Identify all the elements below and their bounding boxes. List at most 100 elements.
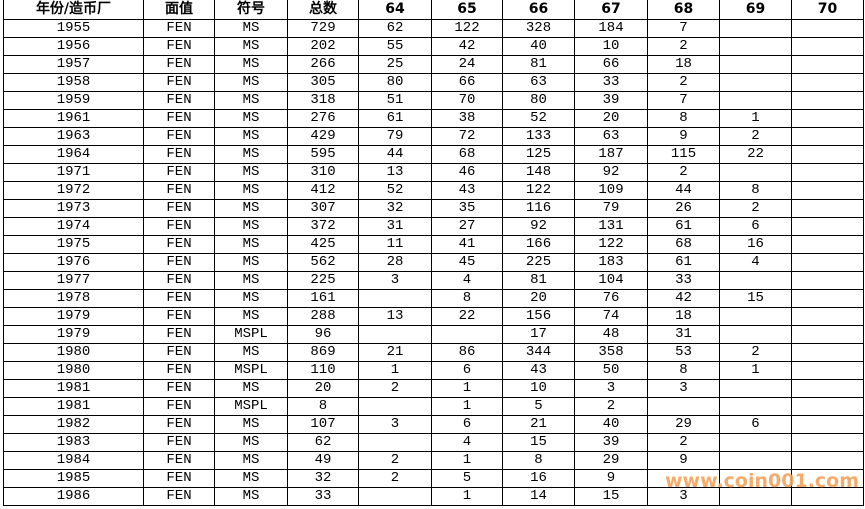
table-cell[interactable]: FEN xyxy=(143,289,215,308)
table-cell[interactable]: FEN xyxy=(143,253,215,272)
table-cell[interactable]: MS xyxy=(214,433,288,452)
table-cell[interactable]: MS xyxy=(214,109,288,128)
table-cell[interactable]: 2 xyxy=(719,343,792,362)
table-cell[interactable]: MSPL xyxy=(214,325,288,344)
column-header[interactable]: 年份/造币厂 xyxy=(3,0,144,20)
table-cell[interactable] xyxy=(791,19,864,38)
table-cell[interactable] xyxy=(358,289,432,308)
table-cell[interactable]: 595 xyxy=(287,145,359,164)
table-cell[interactable] xyxy=(719,37,792,56)
table-cell[interactable]: 1 xyxy=(719,361,792,380)
table-cell[interactable]: 425 xyxy=(287,235,359,254)
table-cell[interactable]: 32 xyxy=(358,199,432,218)
table-cell[interactable]: MS xyxy=(214,163,288,182)
table-cell[interactable]: 3 xyxy=(358,415,432,434)
table-cell[interactable]: 44 xyxy=(647,181,720,200)
table-cell[interactable]: MS xyxy=(214,235,288,254)
table-cell[interactable]: 1 xyxy=(431,487,503,506)
table-cell[interactable]: 29 xyxy=(574,451,648,470)
table-cell[interactable]: MS xyxy=(214,379,288,398)
table-cell[interactable]: 66 xyxy=(431,73,503,92)
table-cell[interactable]: 562 xyxy=(287,253,359,272)
table-cell[interactable]: 43 xyxy=(431,181,503,200)
table-cell[interactable] xyxy=(719,397,792,416)
table-cell[interactable]: 92 xyxy=(574,163,648,182)
table-cell[interactable] xyxy=(647,397,720,416)
table-cell[interactable]: FEN xyxy=(143,361,215,380)
table-cell[interactable]: 1978 xyxy=(3,289,144,308)
table-cell[interactable]: MS xyxy=(214,55,288,74)
table-cell[interactable]: 38 xyxy=(431,109,503,128)
table-cell[interactable]: 62 xyxy=(358,19,432,38)
table-cell[interactable]: 7 xyxy=(647,19,720,38)
table-cell[interactable]: 7 xyxy=(647,91,720,110)
table-cell[interactable]: 16 xyxy=(719,235,792,254)
table-cell[interactable]: 104 xyxy=(574,271,648,290)
table-cell[interactable] xyxy=(791,91,864,110)
table-cell[interactable]: 1975 xyxy=(3,235,144,254)
table-cell[interactable]: 1977 xyxy=(3,271,144,290)
table-cell[interactable]: 22 xyxy=(719,145,792,164)
table-cell[interactable]: 729 xyxy=(287,19,359,38)
table-cell[interactable]: 24 xyxy=(431,55,503,74)
table-cell[interactable]: 202 xyxy=(287,37,359,56)
column-header[interactable]: 65 xyxy=(431,0,503,20)
table-cell[interactable]: 8 xyxy=(502,451,575,470)
table-cell[interactable]: 61 xyxy=(358,109,432,128)
table-cell[interactable] xyxy=(791,433,864,452)
table-cell[interactable]: MS xyxy=(214,487,288,506)
table-cell[interactable]: 80 xyxy=(358,73,432,92)
table-cell[interactable]: 33 xyxy=(574,73,648,92)
table-cell[interactable]: 1983 xyxy=(3,433,144,452)
table-cell[interactable]: FEN xyxy=(143,379,215,398)
table-cell[interactable]: 42 xyxy=(431,37,503,56)
table-cell[interactable]: 20 xyxy=(287,379,359,398)
table-cell[interactable]: 61 xyxy=(647,217,720,236)
table-cell[interactable] xyxy=(791,415,864,434)
table-cell[interactable] xyxy=(791,109,864,128)
table-cell[interactable]: 2 xyxy=(647,433,720,452)
table-cell[interactable]: 46 xyxy=(431,163,503,182)
table-cell[interactable]: 328 xyxy=(502,19,575,38)
table-cell[interactable]: 3 xyxy=(647,379,720,398)
table-cell[interactable]: 1980 xyxy=(3,361,144,380)
table-cell[interactable]: 14 xyxy=(502,487,575,506)
table-cell[interactable]: 51 xyxy=(358,91,432,110)
table-cell[interactable]: 49 xyxy=(287,451,359,470)
table-cell[interactable]: 1971 xyxy=(3,163,144,182)
table-cell[interactable]: 8 xyxy=(647,109,720,128)
table-cell[interactable]: MS xyxy=(214,73,288,92)
table-cell[interactable]: 1963 xyxy=(3,127,144,146)
table-cell[interactable]: MS xyxy=(214,253,288,272)
table-cell[interactable]: MSPL xyxy=(214,361,288,380)
table-cell[interactable]: FEN xyxy=(143,217,215,236)
column-header[interactable]: 70 xyxy=(791,0,864,20)
table-cell[interactable]: 53 xyxy=(647,343,720,362)
table-cell[interactable]: 42 xyxy=(647,289,720,308)
table-cell[interactable]: 61 xyxy=(647,253,720,272)
table-cell[interactable] xyxy=(791,181,864,200)
table-cell[interactable]: 1976 xyxy=(3,253,144,272)
table-cell[interactable]: 1 xyxy=(719,109,792,128)
table-cell[interactable]: 5 xyxy=(502,397,575,416)
table-cell[interactable]: 8 xyxy=(287,397,359,416)
table-cell[interactable]: 4 xyxy=(431,433,503,452)
table-cell[interactable]: 96 xyxy=(287,325,359,344)
table-cell[interactable] xyxy=(358,325,432,344)
table-cell[interactable]: 1982 xyxy=(3,415,144,434)
table-cell[interactable]: 15 xyxy=(502,433,575,452)
table-cell[interactable]: 15 xyxy=(719,289,792,308)
table-cell[interactable]: MS xyxy=(214,415,288,434)
column-header[interactable]: 面值 xyxy=(143,0,215,20)
table-cell[interactable]: 1957 xyxy=(3,55,144,74)
table-cell[interactable]: 1955 xyxy=(3,19,144,38)
table-cell[interactable]: MS xyxy=(214,127,288,146)
table-cell[interactable] xyxy=(719,379,792,398)
table-cell[interactable]: 86 xyxy=(431,343,503,362)
table-cell[interactable]: 187 xyxy=(574,145,648,164)
table-cell[interactable]: 8 xyxy=(719,181,792,200)
table-cell[interactable]: 3 xyxy=(574,379,648,398)
table-cell[interactable] xyxy=(791,451,864,470)
table-cell[interactable]: MS xyxy=(214,289,288,308)
table-cell[interactable] xyxy=(791,325,864,344)
